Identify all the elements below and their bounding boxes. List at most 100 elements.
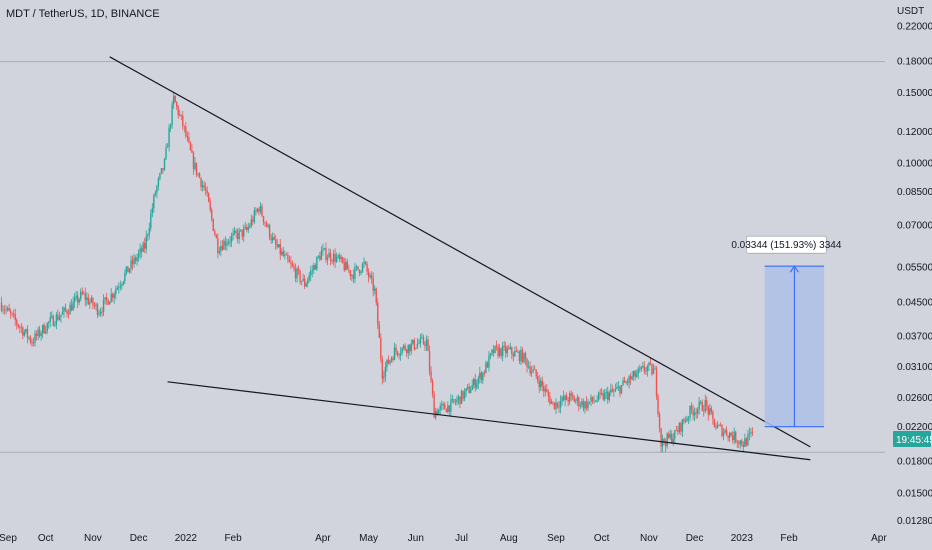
candle-body	[424, 343, 426, 346]
candle-body	[712, 411, 714, 419]
candle-body	[596, 399, 598, 402]
price-tick-label: 0.07000	[897, 221, 932, 232]
candle-body	[384, 366, 387, 377]
time-tick-label: Nov	[640, 533, 658, 544]
candle-body	[172, 95, 175, 105]
price-tick-label: 0.03100	[897, 362, 932, 373]
candle-body	[431, 380, 434, 395]
candle-body	[179, 114, 181, 116]
candle-body	[686, 418, 688, 422]
candle-body	[136, 257, 138, 262]
candle-body	[115, 289, 117, 295]
candle-body	[95, 304, 97, 306]
candle-body	[345, 261, 347, 271]
candle-body	[227, 241, 230, 244]
candle-body	[310, 271, 312, 276]
candle-body	[267, 225, 269, 227]
candle-body	[427, 339, 429, 352]
candle-body	[84, 293, 87, 300]
candle-body	[418, 343, 420, 345]
candle-body	[354, 266, 356, 279]
candle-body	[194, 162, 196, 169]
candle-body	[229, 241, 231, 243]
measure-label-box	[746, 235, 827, 254]
candle-body	[37, 329, 39, 337]
candle-body	[684, 421, 687, 422]
candle-body	[704, 400, 706, 412]
trendlines[interactable]	[109, 56, 811, 461]
candle-body	[631, 376, 633, 380]
candle-body	[651, 364, 653, 375]
candle-body	[523, 353, 525, 363]
candle-body	[652, 369, 655, 375]
price-tick-label: 0.03700	[897, 331, 932, 342]
candle-body	[217, 238, 219, 253]
candle-body	[337, 255, 339, 257]
candle-body	[264, 222, 266, 224]
candle-body	[509, 347, 511, 349]
candle-body	[102, 299, 105, 312]
candle-body	[285, 254, 288, 256]
candle-body	[29, 337, 32, 343]
time-axis[interactable]: Sep Oct Nov Dec 2022 Feb Apr May Jun Jul Aug Sep Oct…	[0, 533, 887, 544]
candle-body	[530, 371, 533, 374]
candle-body	[381, 359, 384, 379]
price-range-measure[interactable]: 0.03344 (151.93%) 3344	[731, 235, 842, 428]
candle-body	[346, 261, 348, 270]
candle-body	[162, 168, 164, 170]
candle-body	[153, 195, 155, 209]
candle-body	[51, 315, 53, 318]
candle-body	[144, 243, 146, 249]
candle-body	[212, 218, 214, 231]
price-tick-label: 0.01280	[897, 516, 932, 527]
candle-body	[558, 406, 560, 408]
candle-body	[441, 404, 443, 407]
candle-body	[41, 325, 44, 334]
candle-body	[130, 260, 132, 269]
candle-body	[142, 243, 144, 252]
candle-body	[311, 270, 313, 272]
price-tick-label: 0.18000	[897, 57, 932, 68]
candle-body	[273, 237, 275, 240]
candle-body	[14, 314, 16, 321]
candle-body	[206, 190, 208, 194]
candle-body	[182, 115, 184, 127]
candle-body	[49, 317, 51, 322]
candle-body	[174, 95, 176, 103]
candle-body	[669, 434, 671, 438]
candle-body	[692, 410, 694, 416]
candle-body	[556, 402, 559, 407]
candle-body	[92, 297, 94, 306]
candle-body	[72, 301, 74, 311]
candle-body	[0, 302, 3, 311]
candle-body	[535, 369, 537, 377]
candle-body	[698, 402, 700, 410]
candle-body	[60, 314, 62, 318]
time-tick-label: Dec	[686, 533, 704, 544]
candle-body	[422, 337, 425, 344]
candle-body	[637, 368, 639, 375]
candle-body	[6, 307, 9, 310]
candle-body	[568, 393, 571, 402]
candle-body	[265, 223, 268, 227]
candle-body	[666, 433, 668, 447]
time-tick-label: Sep	[0, 533, 17, 544]
candle-body	[299, 271, 301, 282]
candle-body	[565, 395, 568, 401]
candle-body	[249, 226, 251, 228]
candle-body	[706, 400, 708, 406]
current-time-badge-bg	[893, 431, 931, 448]
candle-body	[183, 126, 186, 127]
candle-body	[133, 257, 135, 265]
candle-body	[610, 389, 612, 393]
candle-body	[127, 266, 129, 273]
price-axis[interactable]: 0.22000 0.18000 0.15000 0.12000 0.10000 0.085…	[897, 22, 932, 527]
candle-body	[731, 435, 734, 441]
candle-body	[742, 444, 745, 447]
candle-body	[262, 216, 265, 223]
price-tick-label: 0.02600	[897, 393, 932, 404]
candle-body	[361, 263, 364, 272]
candle-body	[719, 424, 722, 426]
